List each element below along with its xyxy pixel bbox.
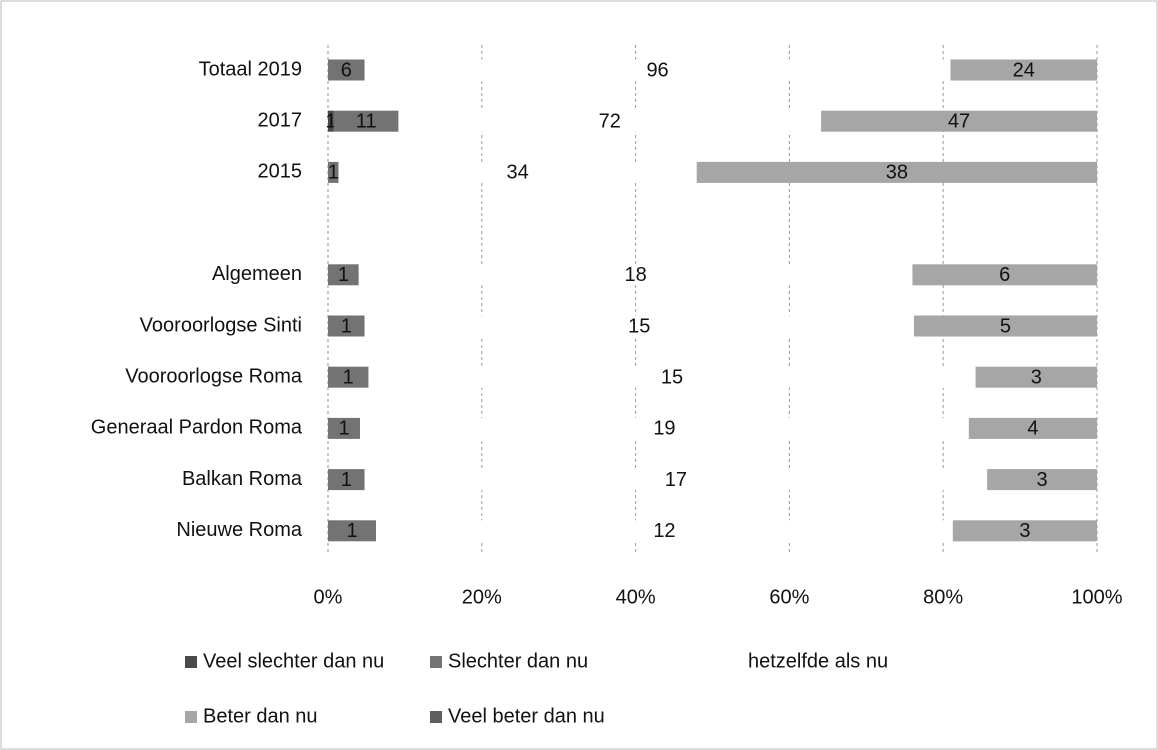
- data-label: 17: [665, 469, 687, 491]
- bar-segment: [328, 161, 339, 183]
- legend-label: hetzelfde als nu: [748, 650, 888, 672]
- data-label: 15: [628, 315, 650, 337]
- data-label: 5: [1000, 315, 1011, 337]
- legend-label: Veel slechter dan nu: [203, 650, 384, 672]
- data-label: 1: [338, 264, 349, 286]
- bar-segment: [360, 417, 969, 439]
- bar-segment: [328, 469, 365, 491]
- bar-segment: [328, 520, 377, 542]
- data-label: 1: [325, 110, 336, 132]
- data-label: 19: [653, 418, 675, 440]
- x-tick-label: 20%: [462, 586, 502, 608]
- data-label: 3: [1031, 366, 1042, 388]
- y-tick-label: Generaal Pardon Roma: [91, 417, 303, 439]
- y-tick-label: Nieuwe Roma: [176, 519, 302, 541]
- y-tick-label: 2017: [258, 109, 303, 131]
- legend-label: Slechter dan nu: [448, 650, 588, 672]
- x-tick-label: 0%: [314, 586, 343, 608]
- bar-segment: [328, 264, 359, 286]
- bar-segment: [328, 59, 365, 81]
- bar-segment: [364, 469, 988, 491]
- y-tick-label: Totaal 2019: [199, 58, 302, 80]
- x-tick-label: 100%: [1071, 586, 1122, 608]
- data-label: 3: [1019, 520, 1030, 542]
- legend-swatch: [430, 711, 442, 723]
- bar-segment: [376, 520, 953, 542]
- y-tick-label: Vooroorlogse Sinti: [140, 314, 302, 336]
- y-tick-label: Vooroorlogse Roma: [125, 365, 303, 387]
- data-label: 1: [346, 520, 357, 542]
- bar-segment: [364, 315, 914, 337]
- data-label: 1: [328, 162, 339, 184]
- data-label: 1: [341, 315, 352, 337]
- data-label: 3: [1037, 469, 1048, 491]
- legend-swatch: [185, 656, 197, 668]
- legend-swatch: [185, 711, 197, 723]
- bar-segment: [368, 366, 976, 388]
- bar-segment: [328, 417, 361, 439]
- data-label: 4: [1027, 418, 1038, 440]
- bar-segment: [338, 161, 697, 183]
- data-label: 15: [661, 366, 683, 388]
- bar-segment: [952, 520, 1097, 542]
- bar-segment: [913, 315, 1097, 337]
- bar-segment: [364, 59, 951, 81]
- bar-segment: [328, 366, 369, 388]
- data-label: 18: [624, 264, 646, 286]
- data-label: 34: [506, 162, 528, 184]
- legend-swatch: [430, 656, 442, 668]
- data-label: 72: [599, 110, 621, 132]
- bar-segment: [950, 59, 1097, 81]
- data-label: 11: [356, 110, 377, 132]
- data-label: 1: [338, 418, 349, 440]
- y-tick-label: 2015: [258, 161, 303, 183]
- bar-segment: [912, 264, 1097, 286]
- bar-segment: [333, 110, 399, 132]
- bar-segment: [328, 110, 334, 132]
- data-label: 1: [343, 366, 354, 388]
- data-label: 47: [948, 110, 970, 132]
- y-tick-label: Balkan Roma: [182, 468, 303, 490]
- data-label: 38: [886, 162, 908, 184]
- bar-segment: [398, 110, 822, 132]
- data-label: 1: [341, 469, 352, 491]
- bar-segment: [968, 417, 1097, 439]
- x-tick-label: 40%: [616, 586, 656, 608]
- data-label: 6: [341, 59, 352, 81]
- data-label: 6: [999, 264, 1010, 286]
- bar-segment: [358, 264, 913, 286]
- x-tick-label: 60%: [769, 586, 809, 608]
- bar-segment: [987, 469, 1097, 491]
- y-tick-label: Algemeen: [212, 263, 302, 285]
- bar-segment: [328, 315, 365, 337]
- legend-label: Beter dan nu: [203, 705, 318, 727]
- x-tick-label: 80%: [923, 586, 963, 608]
- legend-swatch: [730, 656, 742, 668]
- data-label: 24: [1013, 59, 1035, 81]
- data-label: 12: [653, 520, 675, 542]
- bar-segment: [975, 366, 1097, 388]
- bar-segment: [696, 161, 1097, 183]
- data-label: 96: [646, 59, 668, 81]
- bar-segment: [821, 110, 1097, 132]
- legend-label: Veel beter dan nu: [448, 705, 605, 727]
